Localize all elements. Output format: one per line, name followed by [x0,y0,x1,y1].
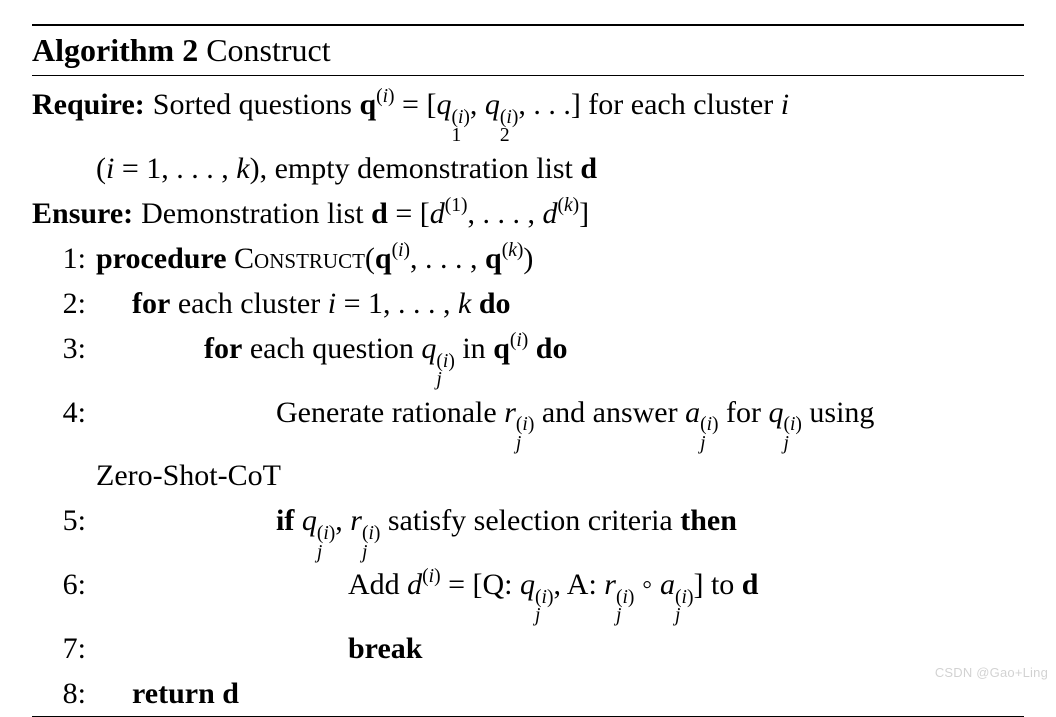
lineno: 1: [32,236,96,281]
lineno: 4: [32,390,96,435]
lineno: 7: [32,626,96,671]
algorithm-body: Require: Sorted questions q(i) = [q(i)1,… [32,76,1024,716]
lineno: 3: [32,326,96,371]
step-1: 1: procedure Construct(q(i), . . . , q(k… [32,236,1024,281]
step-5: 5: if q(i)j, r(i)j satisfy selection cri… [32,498,1024,562]
ensure-line: Ensure: Demonstration list d = [d(1), . … [32,191,1024,236]
algorithm-number: Algorithm 2 [32,32,198,68]
step-8: 8: return d [32,671,1024,716]
lineno: 8: [32,671,96,716]
algorithm-name: Construct [206,32,330,68]
watermark: CSDN @Gao+Ling [935,665,1048,680]
ensure-text: Demonstration list d = [d(1), . . . , d(… [141,191,1024,236]
step-3: 3: for each question q(i)j in q(i) do [32,326,1024,390]
algorithm-title: Algorithm 2 Construct [32,26,1024,75]
step-7: 7: break [32,626,1024,671]
lineno: 2: [32,281,96,326]
step-2: 2: for each cluster i = 1, . . . , k do [32,281,1024,326]
require-line-cont: (i = 1, . . . , k), empty demonstration … [32,146,1024,191]
require-label: Require: [32,82,153,127]
require-text: Sorted questions q(i) = [q(i)1, q(i)2, .… [153,82,1024,146]
step-4-cont: Zero-Shot-CoT [32,453,1024,498]
require-line: Require: Sorted questions q(i) = [q(i)1,… [32,82,1024,146]
step-6: 6: Add d(i) = [Q: q(i)j, A: r(i)j ◦ a(i)… [32,562,1024,626]
algorithm-figure: Algorithm 2 Construct Require: Sorted qu… [0,0,1056,684]
step-4: 4: Generate rationale r(i)j and answer a… [32,390,1024,454]
lineno: 6: [32,562,96,607]
procedure-name: Construct [234,242,365,275]
ensure-label: Ensure: [32,191,141,236]
lineno: 5: [32,498,96,543]
